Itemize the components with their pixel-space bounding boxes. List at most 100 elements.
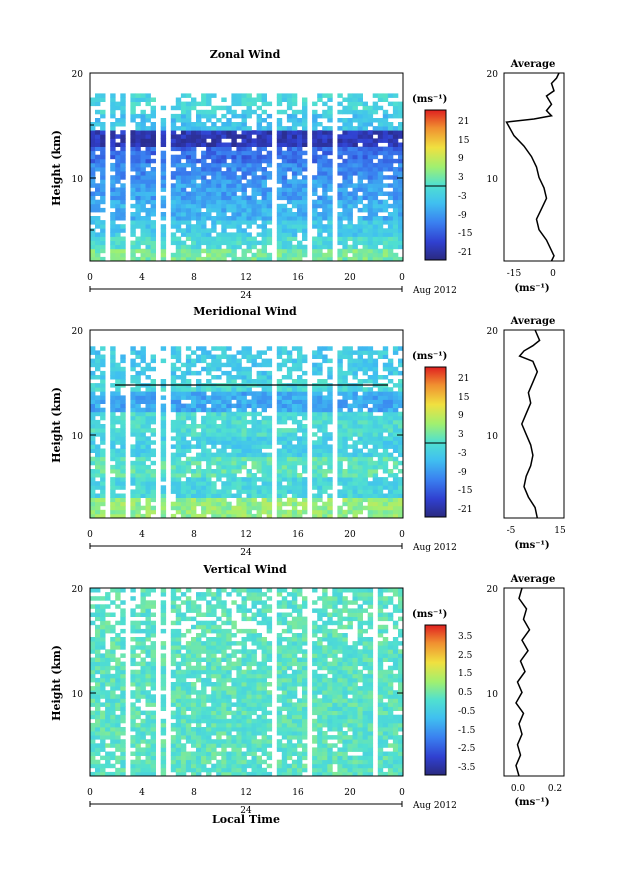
heatmap-cell bbox=[216, 220, 222, 225]
heatmap-cell bbox=[206, 727, 212, 732]
profile-line bbox=[518, 329, 541, 519]
heatmap-cell bbox=[221, 142, 227, 147]
heatmap-cell bbox=[246, 694, 252, 699]
heatmap-cell bbox=[362, 187, 368, 192]
heatmap-cell bbox=[201, 220, 207, 225]
heatmap-cell bbox=[145, 191, 151, 196]
heatmap-cell bbox=[281, 735, 288, 740]
heatmap-cell bbox=[226, 220, 232, 225]
heatmap-cell bbox=[276, 162, 283, 168]
heatmap-cell bbox=[150, 146, 156, 152]
heatmap-cell bbox=[231, 150, 237, 156]
heatmap-cell bbox=[367, 690, 374, 695]
heatmap-cell bbox=[110, 411, 116, 417]
heatmap-cell bbox=[226, 375, 232, 380]
heatmap-cell bbox=[180, 93, 187, 98]
heatmap-cell bbox=[170, 452, 177, 458]
heatmap-cell bbox=[160, 485, 167, 490]
heatmap-cell bbox=[221, 113, 227, 119]
heatmap-cell bbox=[110, 154, 116, 160]
heatmap-cell bbox=[160, 771, 167, 777]
heatmap-cell bbox=[185, 232, 192, 237]
heatmap-cell bbox=[206, 195, 212, 201]
heatmap-cell bbox=[191, 391, 197, 396]
heatmap-cell bbox=[327, 706, 333, 711]
heatmap-cell bbox=[201, 714, 207, 720]
heatmap-cell bbox=[372, 501, 379, 507]
heatmap-cell bbox=[170, 362, 177, 368]
heatmap-cell bbox=[236, 220, 242, 225]
heatmap-cell bbox=[175, 419, 182, 425]
heatmap-cell bbox=[337, 403, 343, 409]
heatmap-cell bbox=[241, 698, 247, 703]
heatmap-cell bbox=[226, 199, 232, 205]
heatmap-cell bbox=[175, 428, 182, 433]
heatmap-cell bbox=[160, 240, 167, 246]
heatmap-cell bbox=[251, 154, 257, 160]
heatmap-cell bbox=[347, 97, 353, 102]
heatmap-cell bbox=[241, 509, 247, 515]
heatmap-cell bbox=[201, 763, 207, 769]
heatmap-cell bbox=[297, 203, 303, 209]
heatmap-cell bbox=[236, 497, 242, 503]
heatmap-cell bbox=[281, 171, 288, 176]
heatmap-cell bbox=[211, 105, 217, 111]
heatmap-cell bbox=[145, 739, 151, 744]
heatmap-cell bbox=[201, 175, 207, 180]
heatmap-cell bbox=[297, 154, 303, 160]
heatmap-cell bbox=[221, 739, 227, 744]
heatmap-cell bbox=[145, 710, 151, 716]
heatmap-cell bbox=[347, 493, 353, 498]
heatmap-cell bbox=[115, 485, 121, 490]
heatmap-cell bbox=[367, 686, 374, 691]
heatmap-cell bbox=[312, 452, 318, 458]
heatmap-cell bbox=[286, 158, 293, 164]
heatmap-cell bbox=[140, 167, 146, 172]
heatmap-cell bbox=[342, 415, 348, 421]
heatmap-cell bbox=[382, 350, 389, 355]
heatmap-cell bbox=[130, 702, 136, 707]
heatmap-cell bbox=[140, 505, 146, 511]
heatmap-cell bbox=[180, 130, 187, 135]
heatmap-cell bbox=[226, 743, 232, 748]
heatmap-cell bbox=[327, 109, 333, 115]
heatmap-cell bbox=[342, 698, 348, 703]
heatmap-cell bbox=[145, 751, 151, 756]
heatmap-cell bbox=[382, 240, 389, 246]
heatmap-cell bbox=[185, 440, 192, 445]
heatmap-cell bbox=[206, 256, 212, 262]
heatmap-cell bbox=[216, 759, 222, 765]
colorbar-tick: 21 bbox=[458, 374, 469, 384]
heatmap-cell bbox=[145, 224, 151, 229]
heatmap-cell bbox=[256, 771, 262, 777]
heatmap-cell bbox=[367, 138, 374, 143]
heatmap-cell bbox=[180, 497, 187, 503]
heatmap-cell bbox=[382, 158, 389, 164]
heatmap-cell bbox=[120, 146, 126, 152]
heatmap-cell bbox=[372, 179, 379, 184]
heatmap-cell bbox=[327, 505, 333, 511]
heatmap-cell bbox=[261, 362, 267, 368]
heatmap-cell bbox=[291, 706, 298, 711]
heatmap-cell bbox=[115, 428, 121, 433]
heatmap-cell bbox=[387, 505, 394, 511]
heatmap-cell bbox=[150, 694, 156, 699]
heatmap-cell bbox=[342, 432, 348, 437]
heatmap-cell bbox=[130, 509, 136, 515]
heatmap-cell bbox=[377, 203, 384, 209]
heatmap-cell bbox=[317, 212, 323, 217]
heatmap-cell bbox=[337, 722, 343, 728]
heatmap-cell bbox=[327, 751, 333, 756]
heatmap-cell bbox=[286, 212, 293, 217]
heatmap-cell bbox=[110, 109, 116, 115]
heatmap-cell bbox=[291, 452, 298, 458]
heatmap-cell bbox=[281, 751, 288, 756]
heatmap-cell bbox=[382, 97, 389, 102]
heatmap-cell bbox=[342, 702, 348, 707]
heatmap-cell bbox=[191, 228, 197, 233]
heatmap-cell bbox=[221, 403, 227, 409]
heatmap-cell bbox=[216, 146, 222, 152]
heatmap-cell bbox=[398, 411, 404, 417]
heatmap-cell bbox=[372, 452, 379, 458]
heatmap-cell bbox=[317, 195, 323, 201]
